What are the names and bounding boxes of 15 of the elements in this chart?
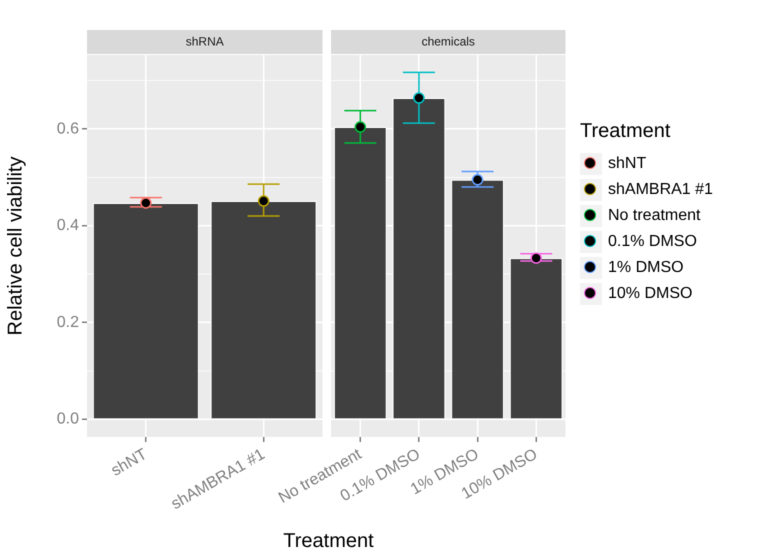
y-axis-title: Relative cell viability [4, 156, 27, 336]
legend-label: shNT [608, 155, 646, 173]
y-tick-label: 0.0 [56, 410, 80, 428]
y-tick-label: 0.4 [56, 217, 80, 234]
legend-label: No treatment [608, 207, 700, 225]
legend-title: Treatment [282, 530, 375, 553]
x-axis-title: Treatment [580, 120, 670, 143]
legend-label: 10% DMSO [608, 285, 692, 303]
chart-title: chemicals [422, 34, 475, 48]
legend-label: 1% DMSO [608, 259, 684, 277]
legend-label: shAMBRA1 #1 [608, 181, 713, 199]
legend-label: 0.1% DMSO [608, 233, 697, 251]
chart-title: shRNA [186, 34, 224, 48]
y-tick-label: 0.2 [56, 314, 80, 331]
y-tick-label: 0.6 [56, 120, 80, 138]
